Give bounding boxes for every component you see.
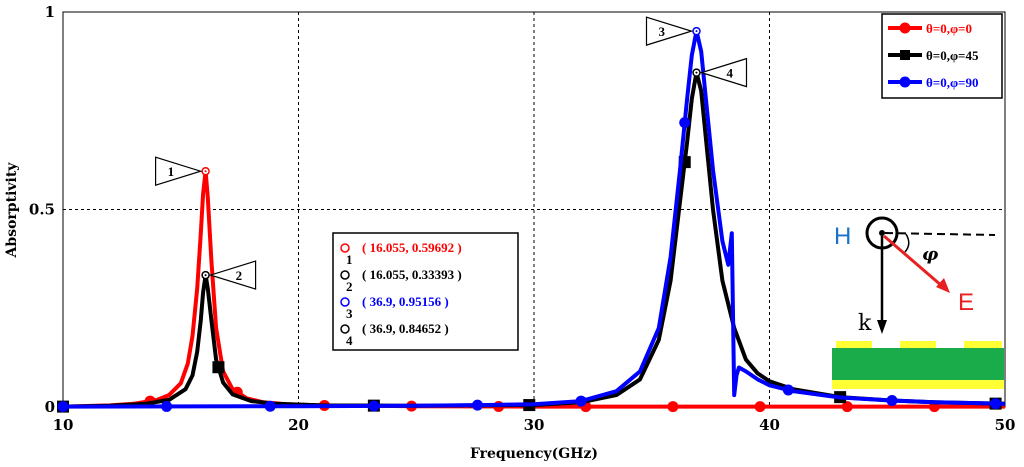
y-tick-label: 0.5 [29,201,55,219]
series-point-3 [368,400,380,412]
inset-phi-label: φ [922,244,939,265]
x-tick-label: 30 [524,416,545,434]
series-point-3 [679,117,691,129]
legend-entry-3: θ=0,φ=90 [926,75,978,90]
series-point-3 [57,401,69,413]
inset-k-label: k [858,311,872,336]
x-tick-label: 20 [288,416,309,434]
marker-flag-1 [154,156,203,187]
e-field-arrow-icon [883,234,943,288]
marker-flag-label-4: 4 [726,66,733,81]
marker-flag-3 [645,16,694,46]
y-tick-label: 0 [45,398,55,416]
readout-marker-icon [340,297,350,307]
series-point-3 [782,384,794,396]
absorber-patch [900,341,936,348]
x-axis-label: Frequency(GHz) [470,446,598,462]
absorber-substrate [832,348,1004,380]
readout-marker-icon [340,324,350,334]
marker-flag-label-3: 3 [658,24,665,39]
marker-flag-label-2: 2 [236,268,243,283]
readout-marker-icon [340,270,350,280]
series-point-3 [886,394,898,406]
data-series [57,29,1006,413]
readout-marker-id: 3 [346,306,353,321]
legend-entry-1: θ=0,φ=0 [926,21,972,36]
readout-marker-id: 2 [346,279,353,294]
peak-markers: 1 2 3 4 [154,16,748,290]
readout-value-2: ( 16.055, 0.33393 ) [362,267,462,282]
legend-entry-2: θ=0,φ=45 [926,48,979,63]
polarization-inset: H φ E k [832,216,1004,389]
readout-marker-id: 4 [346,333,353,348]
grid-lines [63,12,1005,407]
readout-marker-id: 1 [346,252,353,267]
inset-e-label: E [958,289,974,316]
axis-ticks: 10 20 30 40 50 0 0.5 1 [29,3,1016,434]
marker-flag-2 [208,260,257,290]
series-point-1 [667,401,679,413]
marker-flag-4 [699,57,748,88]
readout-marker-icon [340,243,350,253]
y-tick-label: 1 [45,3,55,21]
series-point-3 [264,400,276,412]
marker-readout-box: 1 ( 16.055, 0.59692 ) 2 ( 16.055, 0.33393 )… [332,232,519,351]
series-point-3 [471,399,483,411]
series-line-2 [62,70,1006,409]
absorber-patch [836,341,872,348]
readout-value-3: ( 36.9, 0.95156 ) [362,294,449,309]
series-point-3 [161,400,173,412]
readout-value-1: ( 16.055, 0.59692 ) [362,240,462,255]
y-axis-label: Absorptivity [4,162,20,259]
marker-flag-label-1: 1 [168,164,175,179]
x-tick-label: 50 [995,416,1016,434]
absorber-patch [964,341,1002,348]
legend: θ=0,φ=0 θ=0,φ=45 θ=0,φ=90 [881,13,1003,99]
x-tick-label: 40 [759,416,780,434]
series-point-2 [212,361,225,374]
x-tick-label: 10 [53,416,74,434]
series-point-3 [575,395,587,407]
absorber-ground-plane [832,380,1004,389]
series-point-1 [754,401,766,413]
readout-value-4: ( 36.9, 0.84652 ) [362,321,449,336]
inset-h-label: H [834,223,851,250]
series-point-3 [990,398,1002,410]
series-point-1 [841,401,853,413]
